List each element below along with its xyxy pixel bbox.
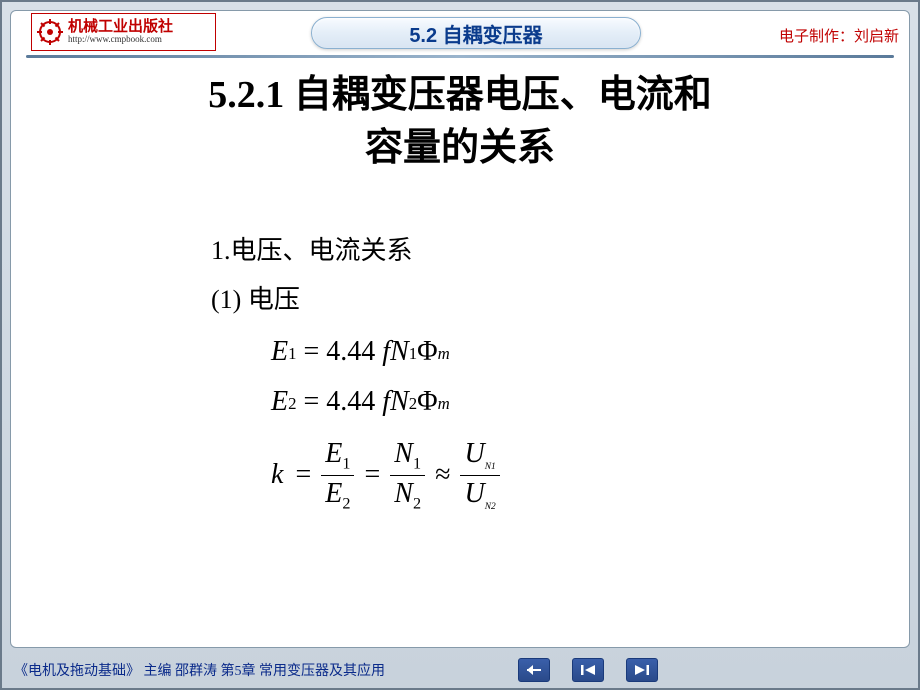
fraction-U: UN1 UN2 xyxy=(460,436,499,515)
next-icon xyxy=(633,663,651,677)
gear-icon xyxy=(36,18,64,46)
footer-bar: 《电机及拖动基础》 主编 邵群涛 第5章 常用变压器及其应用 xyxy=(2,652,918,688)
subsection-1-1: (1) 电压 xyxy=(211,275,413,324)
equation-2: E2 = 4.44 fN2Φm xyxy=(271,386,504,418)
publisher-logo: 机械工业出版社 http://www.cmpbook.com xyxy=(31,13,216,51)
fraction-N: N1 N2 xyxy=(390,436,425,515)
chapter-title-tab: 5.2 自耦变压器 xyxy=(311,17,641,49)
nav-prev-button[interactable] xyxy=(572,658,604,682)
slide-frame: 机械工业出版社 http://www.cmpbook.com 5.2 自耦变压器… xyxy=(0,0,920,690)
body-text: 1.电压、电流关系 (1) 电压 xyxy=(211,226,413,325)
section-title: 5.2.1 自耦变压器电压、电流和 容量的关系 xyxy=(11,69,909,175)
slide-content: 机械工业出版社 http://www.cmpbook.com 5.2 自耦变压器… xyxy=(10,10,910,648)
header-bar: 机械工业出版社 http://www.cmpbook.com 5.2 自耦变压器… xyxy=(11,11,909,55)
header-divider xyxy=(26,55,894,58)
subsection-1: 1.电压、电流关系 xyxy=(211,226,413,275)
logo-url-text: http://www.cmpbook.com xyxy=(68,35,173,45)
equation-1: E1 = 4.44 fN1Φm xyxy=(271,336,504,368)
logo-main-text: 机械工业出版社 xyxy=(68,19,173,36)
prev-icon xyxy=(579,663,597,677)
equations-block: E1 = 4.44 fN1Φm E2 = 4.44 fN2Φm k = E1 E… xyxy=(271,336,504,515)
nav-next-button[interactable] xyxy=(626,658,658,682)
title-text: 5.2.1 自耦变压器电压、电流和 容量的关系 xyxy=(208,74,712,169)
chapter-label: 5.2 自耦变压器 xyxy=(409,19,542,48)
author-credit: 电子制作：刘启新 xyxy=(779,25,899,46)
equation-3: k = E1 E2 = N1 N2 ≈ UN1 UN2 xyxy=(271,436,504,515)
footer-citation: 《电机及拖动基础》 主编 邵群涛 第5章 常用变压器及其应用 xyxy=(14,660,385,680)
nav-back-button[interactable] xyxy=(518,658,550,682)
back-icon xyxy=(525,663,543,677)
fraction-E: E1 E2 xyxy=(321,436,354,515)
logo-text: 机械工业出版社 http://www.cmpbook.com xyxy=(68,19,173,45)
nav-button-group xyxy=(518,658,658,682)
